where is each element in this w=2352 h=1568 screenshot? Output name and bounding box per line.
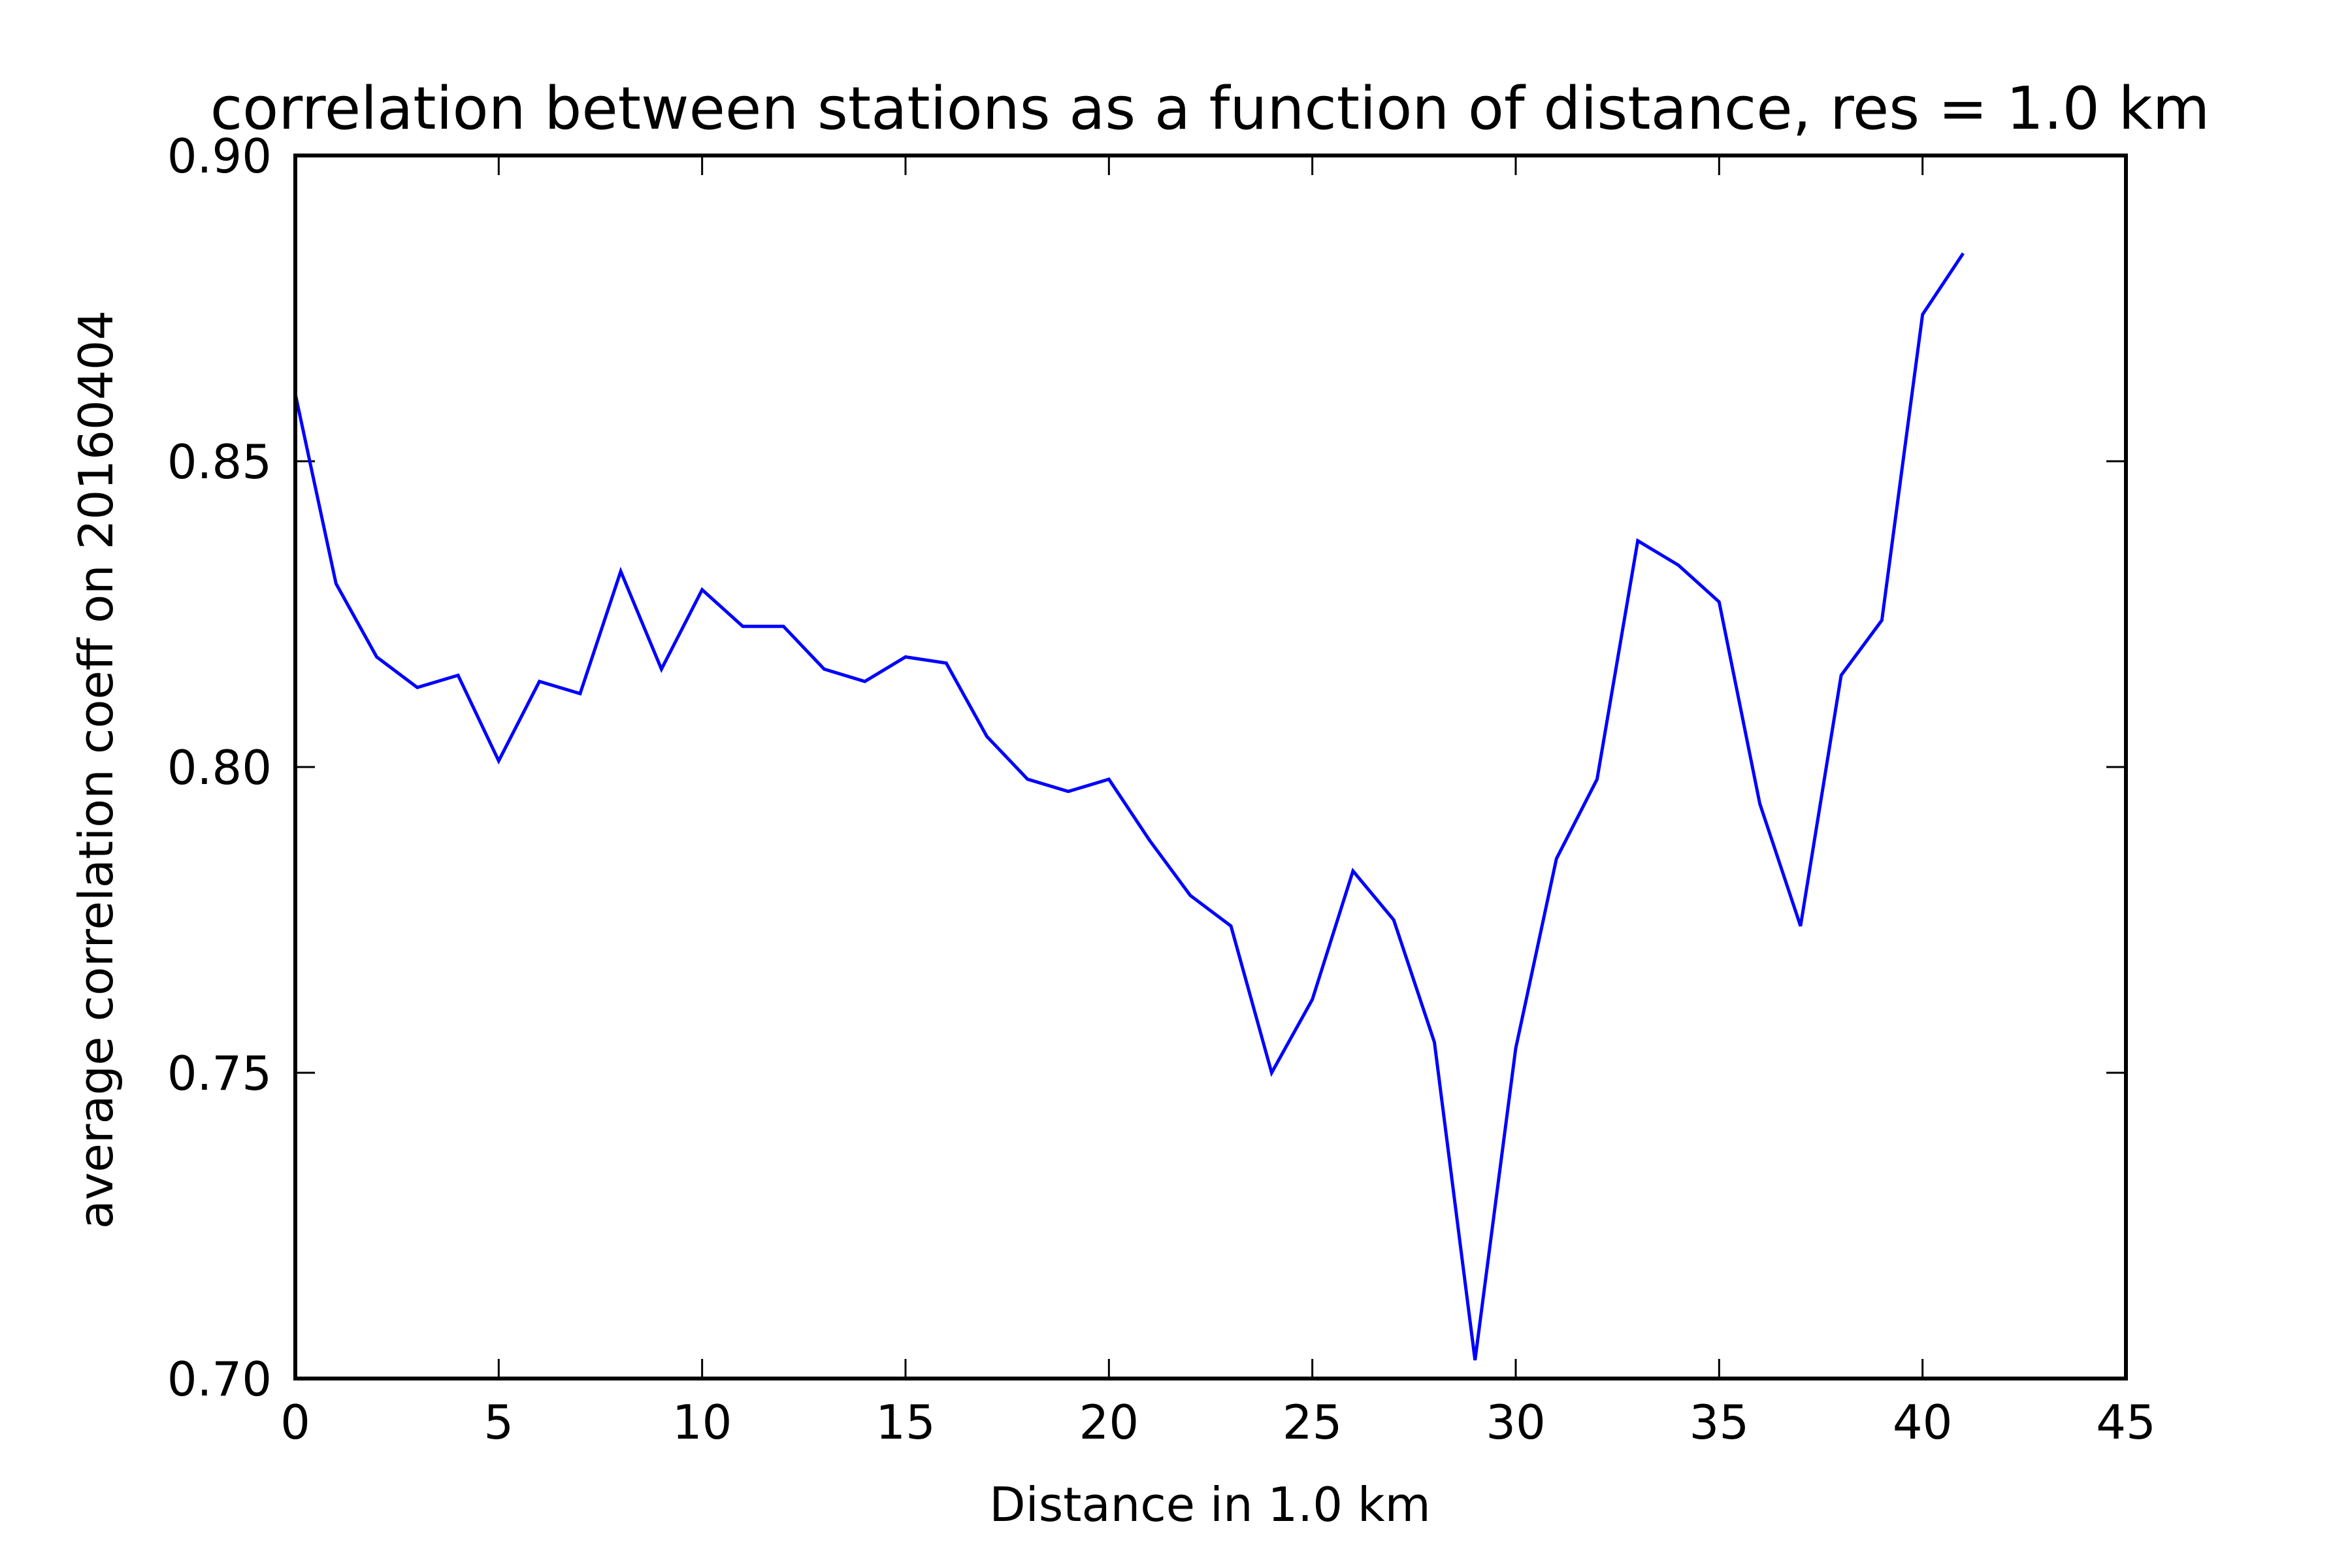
x-tick-label: 25 [1282, 1395, 1343, 1450]
y-tick-label: 0.90 [167, 129, 272, 184]
x-tick-label: 40 [1893, 1395, 1953, 1450]
x-tick-label: 15 [875, 1395, 936, 1450]
x-axis-label: Distance in 1.0 km [989, 1477, 1430, 1532]
y-axis: 0.70 0.75 0.80 0.85 0.90 [167, 129, 2126, 1407]
y-tick-label: 0.80 [167, 740, 272, 795]
y-tick-label: 0.70 [167, 1352, 272, 1407]
x-tick-label: 20 [1079, 1395, 1139, 1450]
plot-frame [293, 154, 2128, 1380]
x-tick-label: 30 [1486, 1395, 1546, 1450]
chart-title: correlation between stations as a functi… [210, 74, 2210, 143]
y-tick-label: 0.75 [167, 1046, 272, 1101]
y-tick-label: 0.85 [167, 434, 272, 489]
x-tick-label: 10 [672, 1395, 732, 1450]
x-tick-label: 35 [1690, 1395, 1750, 1450]
x-axis: 0 5 10 15 20 25 30 35 40 45 [280, 155, 2156, 1450]
x-tick-label: 5 [483, 1395, 514, 1450]
y-axis-label: average correlation coeff on 20160404 [69, 310, 123, 1229]
series-layer [293, 252, 1965, 1361]
x-tick-label: 45 [2096, 1395, 2156, 1450]
x-tick-label: 0 [280, 1395, 310, 1450]
series-line [293, 252, 1965, 1361]
